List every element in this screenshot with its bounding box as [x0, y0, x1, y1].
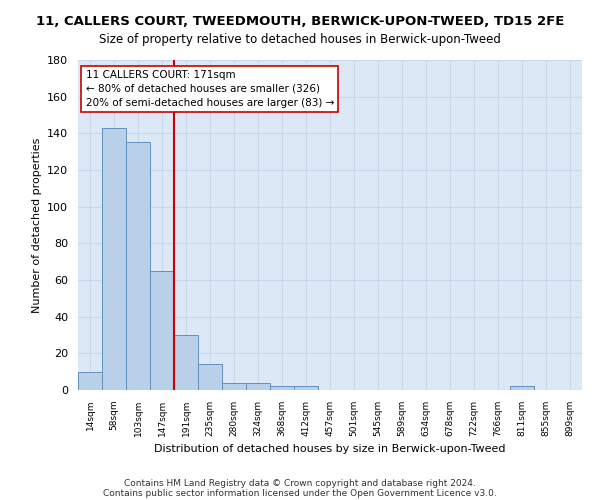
Bar	[294, 386, 318, 390]
Bar	[174, 335, 198, 390]
Bar	[150, 271, 174, 390]
Bar	[102, 128, 126, 390]
Bar	[198, 364, 222, 390]
X-axis label: Distribution of detached houses by size in Berwick-upon-Tweed: Distribution of detached houses by size …	[154, 444, 506, 454]
Bar	[246, 382, 270, 390]
Bar	[222, 382, 246, 390]
Text: Contains HM Land Registry data © Crown copyright and database right 2024.: Contains HM Land Registry data © Crown c…	[124, 478, 476, 488]
Y-axis label: Number of detached properties: Number of detached properties	[32, 138, 41, 312]
Bar	[510, 386, 534, 390]
Text: 11 CALLERS COURT: 171sqm
← 80% of detached houses are smaller (326)
20% of semi-: 11 CALLERS COURT: 171sqm ← 80% of detach…	[86, 70, 334, 108]
Text: 11, CALLERS COURT, TWEEDMOUTH, BERWICK-UPON-TWEED, TD15 2FE: 11, CALLERS COURT, TWEEDMOUTH, BERWICK-U…	[36, 15, 564, 28]
Bar	[126, 142, 150, 390]
Text: Size of property relative to detached houses in Berwick-upon-Tweed: Size of property relative to detached ho…	[99, 32, 501, 46]
Bar	[270, 386, 294, 390]
Bar	[78, 372, 102, 390]
Text: Contains public sector information licensed under the Open Government Licence v3: Contains public sector information licen…	[103, 488, 497, 498]
